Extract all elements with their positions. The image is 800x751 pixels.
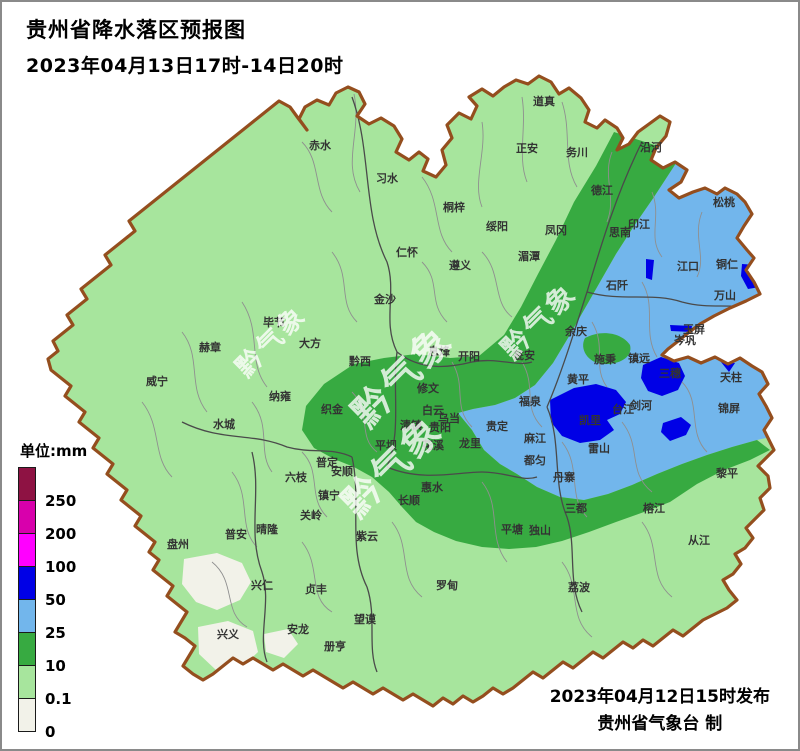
region-25-50mm (458, 110, 774, 500)
producer: 贵州省气象台 制 (597, 713, 723, 734)
region-10-25mm-island (583, 333, 631, 365)
legend-cell: 0 (18, 698, 55, 741)
region-0-01mm (182, 553, 298, 670)
legend-value: 250 (45, 492, 77, 510)
legend-cell: 25 (18, 599, 66, 642)
county-boundaries (141, 93, 708, 638)
legend-cell: 10 (18, 632, 66, 675)
legend-value: 50 (45, 591, 66, 609)
region-10-25mm (302, 132, 770, 549)
map-footer: 2023年04月12日15时发布 贵州省气象台 制 (550, 684, 770, 737)
legend-cell: 250 (18, 467, 76, 510)
legend-value: 200 (45, 525, 77, 543)
legend-items: 250 200 100 50 25 10 0.1 0 (18, 467, 87, 741)
legend-value: 25 (45, 624, 66, 642)
legend-unit-label: 单位:mm (20, 442, 88, 460)
legend: 单位:mm 250 200 100 50 25 10 0.1 0 (18, 440, 88, 741)
issue-time: 2023年04月12日15时发布 (549, 687, 770, 708)
legend-value: 0 (45, 723, 56, 741)
page-title: 贵州省降水落区预报图 (26, 18, 246, 42)
legend-value: 100 (45, 558, 77, 576)
region-50-100mm (550, 259, 764, 443)
legend-cell: 0.1 (18, 665, 72, 708)
legend-value: 0.1 (45, 690, 72, 708)
legend-value: 10 (45, 657, 66, 675)
legend-cell: 100 (18, 533, 76, 576)
legend-cell: 200 (18, 500, 76, 543)
forecast-period: 2023年04月13日17时-14日20时 (26, 55, 344, 77)
map-header: 贵州省降水落区预报图 2023年04月13日17时-14日20时 (26, 14, 343, 78)
prefecture-boundaries (181, 96, 755, 673)
legend-cell: 50 (18, 566, 66, 609)
